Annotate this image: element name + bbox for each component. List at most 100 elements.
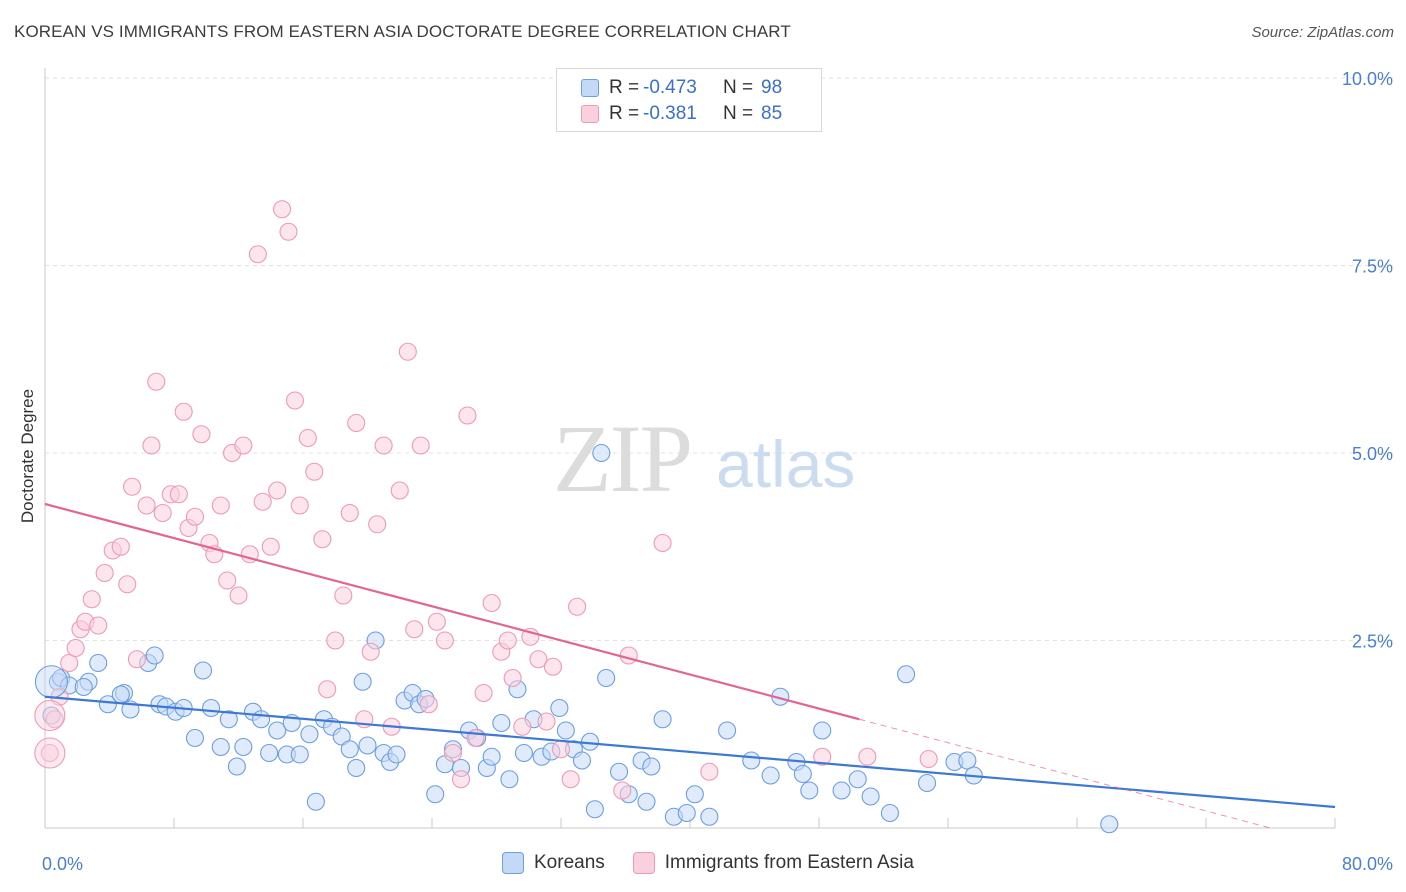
data-point <box>653 710 672 729</box>
data-point <box>529 650 548 669</box>
data-point <box>347 758 366 778</box>
r-label: R = <box>609 77 640 98</box>
data-point <box>174 402 193 421</box>
data-point-large <box>34 665 69 699</box>
data-point <box>169 485 188 504</box>
data-point <box>550 698 569 718</box>
data-point <box>387 745 406 764</box>
data-point <box>405 620 424 639</box>
stats-box: R = -0.473 N = 98 R = -0.381 N = 85 <box>556 68 822 132</box>
legend-item-immigrants[interactable]: Immigrants from Eastern Asia <box>632 852 914 874</box>
data-point <box>340 503 359 523</box>
data-point <box>111 537 130 556</box>
data-point <box>390 481 409 500</box>
data-point <box>127 650 146 669</box>
data-point <box>145 646 164 665</box>
data-point <box>848 770 867 789</box>
data-point <box>147 372 166 391</box>
data-point <box>95 563 114 583</box>
data-point <box>219 710 238 729</box>
data-point <box>234 436 253 455</box>
y-tick-label: 7.5% <box>1352 257 1393 277</box>
stats-swatch-immigrants <box>581 105 599 123</box>
data-point <box>492 713 511 733</box>
data-point <box>700 762 719 781</box>
data-point <box>60 653 79 673</box>
data-point <box>543 657 562 676</box>
data-point <box>832 781 851 800</box>
data-point <box>451 770 471 789</box>
series-koreans <box>42 443 1119 834</box>
data-point <box>700 807 719 826</box>
data-point <box>858 747 877 766</box>
data-point <box>153 503 172 523</box>
data-point <box>218 571 237 590</box>
data-point <box>419 695 438 714</box>
x-tick-label-min: 0.0% <box>42 854 83 874</box>
data-point <box>40 743 59 763</box>
y-tick-label: 2.5% <box>1352 632 1393 652</box>
data-point <box>142 436 161 455</box>
data-point <box>45 710 64 729</box>
n-label: N = <box>723 77 754 98</box>
data-point <box>326 631 345 650</box>
data-point <box>677 803 696 823</box>
data-point <box>619 646 638 665</box>
n-value: 85 <box>761 103 783 124</box>
legend-label-koreans: Koreans <box>534 852 605 873</box>
data-point <box>82 590 101 609</box>
data-point <box>298 428 317 448</box>
r-value: -0.473 <box>643 77 697 98</box>
data-point <box>290 496 309 515</box>
data-point <box>66 638 85 658</box>
r-value: -0.381 <box>643 103 697 124</box>
x-tick-label-max: 80.0% <box>1342 854 1393 874</box>
data-point <box>917 773 937 793</box>
data-point <box>111 685 130 704</box>
legend-item-koreans[interactable]: Koreans <box>502 852 605 874</box>
data-point <box>613 781 632 800</box>
legend-swatch-koreans <box>502 852 524 874</box>
data-point <box>192 425 211 444</box>
data-point-large <box>34 737 66 769</box>
data-point <box>361 642 380 661</box>
data-point <box>427 612 446 631</box>
data-point <box>443 743 463 763</box>
data-point <box>551 740 571 759</box>
data-point <box>572 751 592 770</box>
watermark-main: ZIP <box>553 405 691 512</box>
legend-label-immigrants: Immigrants from Eastern Asia <box>664 852 914 873</box>
data-point <box>332 727 351 746</box>
data-point <box>234 737 253 757</box>
data-point <box>398 342 417 361</box>
data-point <box>358 736 377 755</box>
legend-swatch-immigrants <box>632 852 655 874</box>
data-point <box>919 749 938 769</box>
chart-title: KOREAN VS IMMIGRANTS FROM EASTERN ASIA D… <box>14 22 791 41</box>
data-point <box>211 496 230 515</box>
data-point <box>426 785 445 804</box>
data-point <box>498 631 517 650</box>
data-point <box>718 721 737 740</box>
data-point <box>306 792 325 811</box>
data-point <box>334 586 353 605</box>
data-point <box>800 781 819 800</box>
data-point <box>458 406 477 425</box>
data-point <box>272 200 292 219</box>
data-point <box>761 766 780 785</box>
data-point <box>556 721 575 740</box>
data-point <box>958 751 977 770</box>
data-point <box>252 710 271 729</box>
data-point <box>211 737 230 757</box>
data-point <box>374 436 393 455</box>
y-tick-labels: 2.5% 5.0% 7.5% 10.0% <box>1342 69 1393 652</box>
data-point <box>185 728 205 748</box>
data-point <box>435 631 454 650</box>
data-point <box>500 770 519 789</box>
y-tick-label: 10.0% <box>1342 69 1393 89</box>
data-point <box>503 668 522 688</box>
r-label: R = <box>609 103 640 124</box>
data-point <box>202 698 221 718</box>
watermark: ZIP atlas <box>553 405 855 512</box>
